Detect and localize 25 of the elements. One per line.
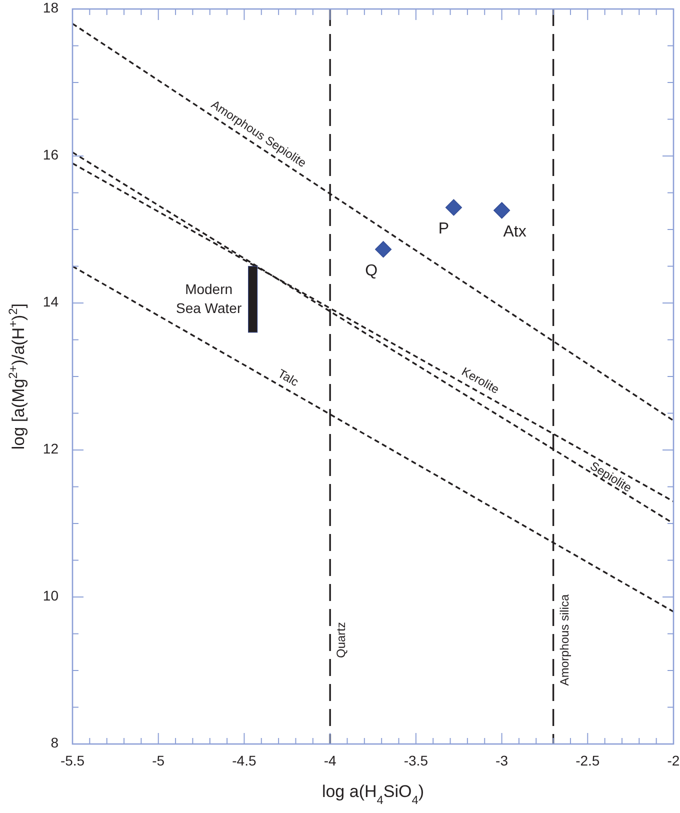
annotation: P [438, 220, 450, 238]
x-axis-title: log a(H$_{4}$SiO$_{4}$) [322, 782, 424, 807]
y-tick-label: 18 [42, 0, 59, 16]
point [375, 241, 392, 258]
y-tick-label: 12 [42, 440, 59, 457]
series-label: Modern Sea Water [176, 280, 242, 316]
text: Talc [276, 366, 301, 390]
y-tick-label: 14 [42, 294, 59, 310]
point [445, 199, 462, 216]
x-tick-label: -3.5 [404, 752, 428, 769]
y-tick-label: 8 [50, 734, 59, 751]
ref-line-label: Amorphous silica [557, 594, 572, 686]
annotation: Atx [503, 224, 526, 241]
x-tick-label: -4.5 [232, 752, 256, 769]
x-tick-label: -2 [667, 752, 680, 769]
ref-line-label: Quartz [334, 622, 348, 658]
point [493, 202, 510, 219]
x-tick-label: -5.5 [60, 752, 85, 769]
x-tick-label: -2.5 [576, 752, 600, 769]
y-tick-label: 10 [42, 588, 59, 604]
x-tick-label: -5 [152, 752, 165, 769]
x-tick-label: -3 [496, 752, 508, 769]
x-tick-label: -4 [324, 752, 337, 769]
annotation: Q [365, 262, 378, 280]
y-tick-label: 16 [42, 146, 59, 163]
